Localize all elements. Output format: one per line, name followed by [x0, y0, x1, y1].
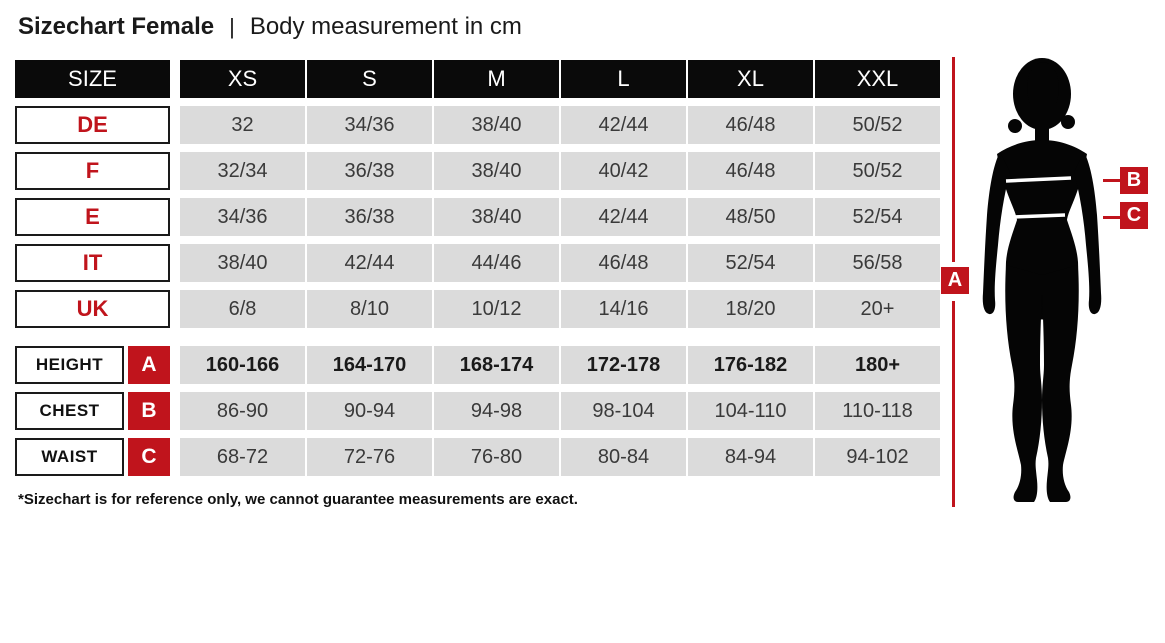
size-value-cell: 38/40 [434, 198, 559, 236]
measurement-value-cell: 72-76 [307, 438, 432, 476]
measurement-value-cell: 98-104 [561, 392, 686, 430]
size-value-cell: 42/44 [307, 244, 432, 282]
measurement-value-cell: 86-90 [180, 392, 305, 430]
size-value-cell: 34/36 [307, 106, 432, 144]
measurement-value-cell: 160-166 [180, 346, 305, 384]
column-header-xxl: XXL [815, 60, 940, 98]
size-value-cell: 50/52 [815, 106, 940, 144]
row-label-it: IT [15, 244, 170, 282]
hair-curl-right [1061, 115, 1075, 129]
figure-badge-c: C [1120, 202, 1148, 229]
measurement-value-cell: 110-118 [815, 392, 940, 430]
size-value-cell: 46/48 [688, 152, 813, 190]
right-leg [1042, 265, 1079, 502]
size-value-cell: 50/52 [815, 152, 940, 190]
measurement-value-cell: 84-94 [688, 438, 813, 476]
column-header-xs: XS [180, 60, 305, 98]
size-value-cell: 38/40 [434, 106, 559, 144]
row-label-waist: WAIST [15, 438, 124, 476]
size-value-cell: 52/54 [815, 198, 940, 236]
measurement-row-label-waist: WAIST C [15, 438, 178, 476]
column-header-size: SIZE [15, 60, 170, 98]
column-header-xl: XL [688, 60, 813, 98]
size-value-cell: 32/34 [180, 152, 305, 190]
measurement-value-cell: 104-110 [688, 392, 813, 430]
size-value-cell: 14/16 [561, 290, 686, 328]
footnote: *Sizechart is for reference only, we can… [18, 491, 578, 508]
right-arm [1074, 152, 1102, 315]
size-table: SIZE XS S M L XL XXL DE 32 34/36 38/40 4… [15, 60, 940, 328]
row-label-e: E [15, 198, 170, 236]
column-header-l: L [561, 60, 686, 98]
size-value-cell: 44/46 [434, 244, 559, 282]
badge-b: B [128, 392, 170, 430]
measurement-value-cell: 80-84 [561, 438, 686, 476]
figure-badge-b: B [1120, 167, 1148, 194]
measurement-value-cell: 94-98 [434, 392, 559, 430]
measurement-row-label-chest: CHEST B [15, 392, 178, 430]
left-leg [1005, 265, 1042, 502]
measurement-value-cell: 90-94 [307, 392, 432, 430]
row-label-de: DE [15, 106, 170, 144]
column-header-m: M [434, 60, 559, 98]
size-value-cell: 10/12 [434, 290, 559, 328]
column-header-s: S [307, 60, 432, 98]
size-value-cell: 38/40 [434, 152, 559, 190]
badge-a: A [128, 346, 170, 384]
size-value-cell: 56/58 [815, 244, 940, 282]
measurement-value-cell: 164-170 [307, 346, 432, 384]
measurement-value-cell: 68-72 [180, 438, 305, 476]
size-value-cell: 18/20 [688, 290, 813, 328]
size-value-cell: 6/8 [180, 290, 305, 328]
chest-measure-line [1005, 176, 1072, 183]
figure-badge-a: A [941, 267, 969, 294]
neck [1035, 110, 1049, 146]
size-value-cell: 20+ [815, 290, 940, 328]
measurement-value-cell: 180+ [815, 346, 940, 384]
height-measure-line-bottom [952, 301, 955, 507]
measurement-value-cell: 176-182 [688, 346, 813, 384]
size-value-cell: 42/44 [561, 106, 686, 144]
size-value-cell: 46/48 [688, 106, 813, 144]
measurement-value-cell: 172-178 [561, 346, 686, 384]
size-value-cell: 46/48 [561, 244, 686, 282]
measurement-value-cell: 94-102 [815, 438, 940, 476]
row-label-height: HEIGHT [15, 346, 124, 384]
left-arm [982, 152, 1010, 315]
size-value-cell: 36/38 [307, 198, 432, 236]
hair-curl-left [1008, 119, 1022, 133]
title-main: Sizechart Female [18, 13, 215, 40]
measurement-table: HEIGHT A 160-166 164-170 168-174 172-178… [15, 346, 940, 476]
waist-measure-line [1013, 213, 1066, 219]
size-value-cell: 8/10 [307, 290, 432, 328]
measurement-value-cell: 168-174 [434, 346, 559, 384]
female-silhouette [982, 58, 1102, 502]
size-value-cell: 36/38 [307, 152, 432, 190]
row-label-chest: CHEST [15, 392, 124, 430]
size-value-cell: 32 [180, 106, 305, 144]
size-value-cell: 48/50 [688, 198, 813, 236]
head [1027, 62, 1059, 114]
page-title: Sizechart Female | Body measurement in c… [18, 13, 522, 41]
title-subtitle: Body measurement in cm [249, 13, 522, 40]
size-value-cell: 34/36 [180, 198, 305, 236]
size-value-cell: 42/44 [561, 198, 686, 236]
measurement-value-cell: 76-80 [434, 438, 559, 476]
waist-pointer-line [1103, 216, 1121, 219]
height-measure-line-top [952, 57, 955, 262]
title-separator: | [229, 14, 235, 39]
row-label-f: F [15, 152, 170, 190]
size-value-cell: 40/42 [561, 152, 686, 190]
chest-pointer-line [1103, 179, 1121, 182]
row-label-uk: UK [15, 290, 170, 328]
size-value-cell: 52/54 [688, 244, 813, 282]
size-value-cell: 38/40 [180, 244, 305, 282]
badge-c: C [128, 438, 170, 476]
measurement-row-label-height: HEIGHT A [15, 346, 178, 384]
